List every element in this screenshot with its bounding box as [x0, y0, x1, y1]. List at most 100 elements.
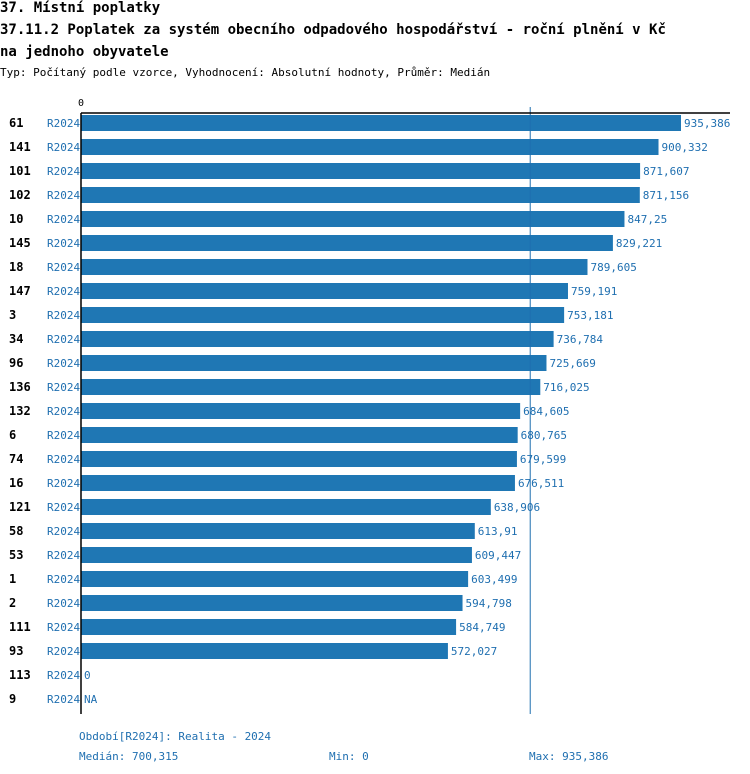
row-period-label: R2024	[47, 645, 80, 658]
row-period-label: R2024	[47, 141, 80, 154]
row-id-label: 136	[9, 380, 31, 394]
bar	[81, 163, 641, 179]
row-period-label: R2024	[47, 357, 80, 370]
row-period-label: R2024	[47, 309, 80, 322]
row-period-label: R2024	[47, 477, 80, 490]
data-label: 716,025	[543, 381, 589, 394]
row-period-label: R2024	[47, 381, 80, 394]
chart-title-line2: 37.11.2 Poplatek za systém obecního odpa…	[0, 22, 666, 38]
bar	[81, 379, 541, 395]
data-label: 684,605	[523, 405, 569, 418]
row-id-label: 6	[9, 428, 16, 442]
data-label: 935,386	[684, 117, 730, 130]
row-id-label: 53	[9, 548, 23, 562]
bar	[81, 619, 457, 635]
data-label: 679,599	[520, 453, 566, 466]
data-label: 0	[84, 669, 91, 682]
bar	[81, 211, 625, 227]
data-label: 829,221	[616, 237, 662, 250]
bar	[81, 571, 469, 587]
bar	[81, 115, 681, 131]
bar	[81, 547, 472, 563]
row-period-label: R2024	[47, 573, 80, 586]
data-label: 759,191	[571, 285, 617, 298]
data-label: 871,156	[643, 189, 689, 202]
bar	[81, 499, 491, 515]
bar	[81, 643, 448, 659]
row-id-label: 2	[9, 596, 16, 610]
row-id-label: 113	[9, 668, 31, 682]
row-period-label: R2024	[47, 213, 80, 226]
data-label: 572,027	[451, 645, 497, 658]
row-id-label: 34	[9, 332, 23, 346]
data-label: 789,605	[590, 261, 636, 274]
bar	[81, 427, 518, 443]
footer-max: Max: 935,386	[529, 750, 609, 763]
chart-title-line3: na jednoho obyvatele	[0, 44, 169, 60]
bar	[81, 403, 521, 419]
chart-subtitle: Typ: Počítaný podle vzorce, Vyhodnocení:…	[0, 66, 491, 79]
data-label: 725,669	[549, 357, 595, 370]
row-id-label: 96	[9, 356, 23, 370]
row-id-label: 101	[9, 164, 31, 178]
row-period-label: R2024	[47, 549, 80, 562]
bar	[81, 451, 517, 467]
row-id-label: 102	[9, 188, 31, 202]
data-label: 900,332	[662, 141, 708, 154]
row-period-label: R2024	[47, 693, 80, 706]
data-label: 847,25	[627, 213, 667, 226]
row-period-label: R2024	[47, 525, 80, 538]
data-label: 638,906	[494, 501, 540, 514]
bar	[81, 187, 640, 203]
data-label: 676,511	[518, 477, 564, 490]
row-period-label: R2024	[47, 165, 80, 178]
footer-period-note: Období[R2024]: Realita - 2024	[79, 730, 272, 743]
data-label: NA	[84, 693, 98, 706]
row-id-label: 145	[9, 236, 31, 250]
row-id-label: 16	[9, 476, 23, 490]
bar	[81, 259, 588, 275]
row-period-label: R2024	[47, 621, 80, 634]
row-period-label: R2024	[47, 429, 80, 442]
row-id-label: 1	[9, 572, 16, 586]
data-label: 603,499	[471, 573, 517, 586]
data-label: 753,181	[567, 309, 613, 322]
bar	[81, 307, 565, 323]
row-id-label: 93	[9, 644, 23, 658]
row-id-label: 3	[9, 308, 16, 322]
row-id-label: 111	[9, 620, 31, 634]
data-label: 736,784	[557, 333, 604, 346]
data-label: 609,447	[475, 549, 521, 562]
row-period-label: R2024	[47, 237, 80, 250]
data-label: 613,91	[478, 525, 518, 538]
bar	[81, 331, 554, 347]
row-period-label: R2024	[47, 189, 80, 202]
data-label: 680,765	[521, 429, 567, 442]
bar	[81, 139, 659, 155]
row-id-label: 147	[9, 284, 31, 298]
footer-min: Min: 0	[329, 750, 369, 763]
row-period-label: R2024	[47, 669, 80, 682]
row-period-label: R2024	[47, 501, 80, 514]
data-label: 584,749	[459, 621, 505, 634]
row-id-label: 9	[9, 692, 16, 706]
bar	[81, 235, 613, 251]
row-id-label: 121	[9, 500, 31, 514]
row-period-label: R2024	[47, 285, 80, 298]
bar	[81, 355, 547, 371]
footer-median: Medián: 700,315	[79, 750, 179, 763]
row-id-label: 10	[9, 212, 23, 226]
bar	[81, 595, 463, 611]
bar	[81, 475, 515, 491]
row-id-label: 132	[9, 404, 31, 418]
row-period-label: R2024	[47, 261, 80, 274]
row-id-label: 74	[9, 452, 23, 466]
axis-zero-label: 0	[78, 98, 84, 109]
bar	[81, 283, 568, 299]
row-period-label: R2024	[47, 405, 80, 418]
row-period-label: R2024	[47, 117, 80, 130]
row-period-label: R2024	[47, 597, 80, 610]
row-id-label: 61	[9, 116, 23, 130]
data-label: 594,798	[466, 597, 512, 610]
